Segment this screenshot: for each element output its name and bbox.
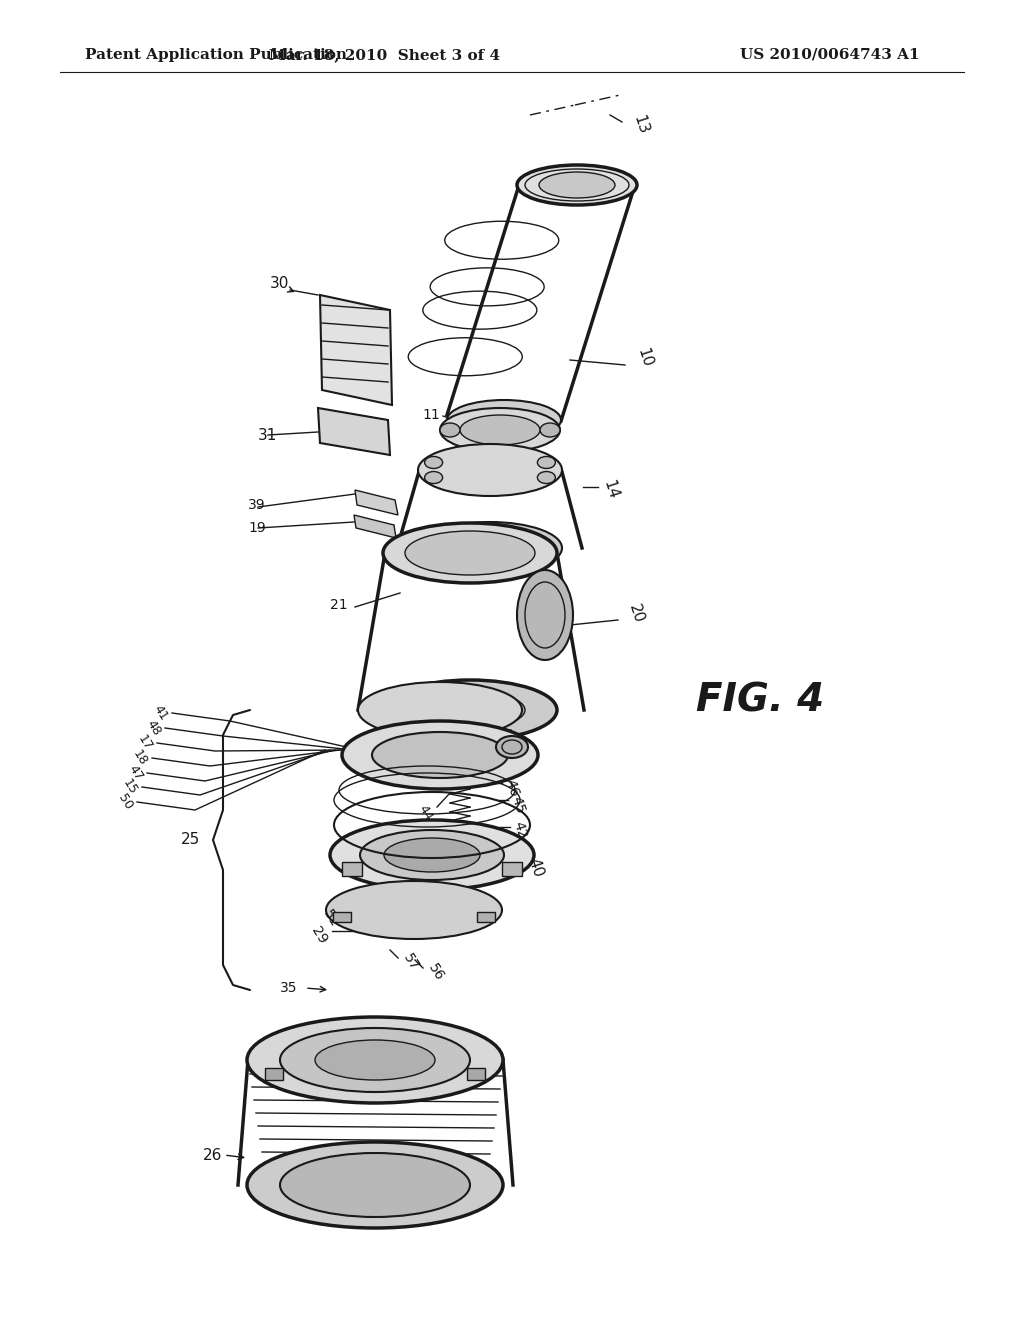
Polygon shape	[342, 862, 362, 875]
Ellipse shape	[539, 172, 615, 198]
Text: FIG. 4: FIG. 4	[696, 681, 824, 719]
Ellipse shape	[372, 733, 508, 777]
Text: 40: 40	[525, 857, 545, 879]
Text: 20: 20	[626, 602, 646, 626]
Text: 30: 30	[270, 276, 290, 290]
Text: 35: 35	[280, 981, 298, 995]
Text: 25: 25	[181, 833, 200, 847]
Ellipse shape	[384, 838, 480, 873]
Text: 42: 42	[510, 820, 528, 841]
Polygon shape	[354, 515, 396, 539]
Ellipse shape	[540, 422, 560, 437]
Text: 26: 26	[203, 1147, 222, 1163]
Text: 21: 21	[330, 598, 347, 612]
Text: 11: 11	[422, 408, 440, 422]
Ellipse shape	[315, 1040, 435, 1080]
Ellipse shape	[326, 880, 502, 939]
Ellipse shape	[517, 570, 573, 660]
Text: 19: 19	[248, 521, 266, 535]
Text: 57: 57	[400, 950, 421, 973]
Ellipse shape	[342, 721, 538, 789]
Text: 46: 46	[502, 777, 521, 799]
Ellipse shape	[415, 690, 525, 729]
Ellipse shape	[425, 471, 442, 483]
Ellipse shape	[383, 523, 557, 583]
Ellipse shape	[460, 414, 540, 445]
Text: Patent Application Publication: Patent Application Publication	[85, 48, 347, 62]
Text: 48: 48	[143, 718, 163, 738]
Ellipse shape	[418, 521, 562, 574]
Ellipse shape	[383, 680, 557, 741]
Ellipse shape	[247, 1016, 503, 1104]
Ellipse shape	[440, 408, 560, 451]
Ellipse shape	[280, 1152, 470, 1217]
Text: US 2010/0064743 A1: US 2010/0064743 A1	[740, 48, 920, 62]
Text: 51: 51	[321, 907, 342, 929]
Text: 15: 15	[121, 777, 140, 797]
Ellipse shape	[358, 682, 522, 738]
Polygon shape	[264, 1068, 283, 1080]
Text: 50: 50	[116, 792, 135, 812]
Text: 31: 31	[258, 428, 278, 442]
Ellipse shape	[360, 830, 504, 880]
Ellipse shape	[280, 1028, 470, 1092]
Text: 13: 13	[630, 114, 650, 136]
Polygon shape	[318, 408, 390, 455]
Ellipse shape	[406, 531, 535, 576]
Text: 44: 44	[416, 803, 435, 824]
Text: 56: 56	[425, 961, 446, 983]
Text: 45: 45	[508, 795, 526, 816]
Polygon shape	[333, 912, 350, 921]
Ellipse shape	[247, 1142, 503, 1228]
Polygon shape	[502, 862, 522, 875]
Ellipse shape	[330, 820, 534, 890]
Ellipse shape	[538, 471, 555, 483]
Polygon shape	[355, 490, 398, 515]
Text: 47: 47	[126, 763, 145, 783]
Text: 14: 14	[600, 479, 621, 502]
Text: 29: 29	[309, 924, 330, 946]
Text: 22: 22	[497, 727, 516, 748]
Ellipse shape	[447, 400, 561, 440]
Ellipse shape	[496, 737, 528, 758]
Text: 18: 18	[131, 748, 150, 768]
Text: 39: 39	[248, 498, 265, 512]
Ellipse shape	[440, 422, 460, 437]
Ellipse shape	[517, 165, 637, 205]
Text: Mar. 18, 2010  Sheet 3 of 4: Mar. 18, 2010 Sheet 3 of 4	[269, 48, 501, 62]
Polygon shape	[477, 912, 496, 921]
Polygon shape	[319, 294, 392, 405]
Polygon shape	[468, 1068, 485, 1080]
Text: 10: 10	[634, 347, 654, 370]
Text: 41: 41	[151, 702, 170, 723]
Ellipse shape	[538, 457, 555, 469]
Ellipse shape	[425, 457, 442, 469]
Text: 17: 17	[135, 733, 155, 754]
Ellipse shape	[418, 444, 562, 496]
